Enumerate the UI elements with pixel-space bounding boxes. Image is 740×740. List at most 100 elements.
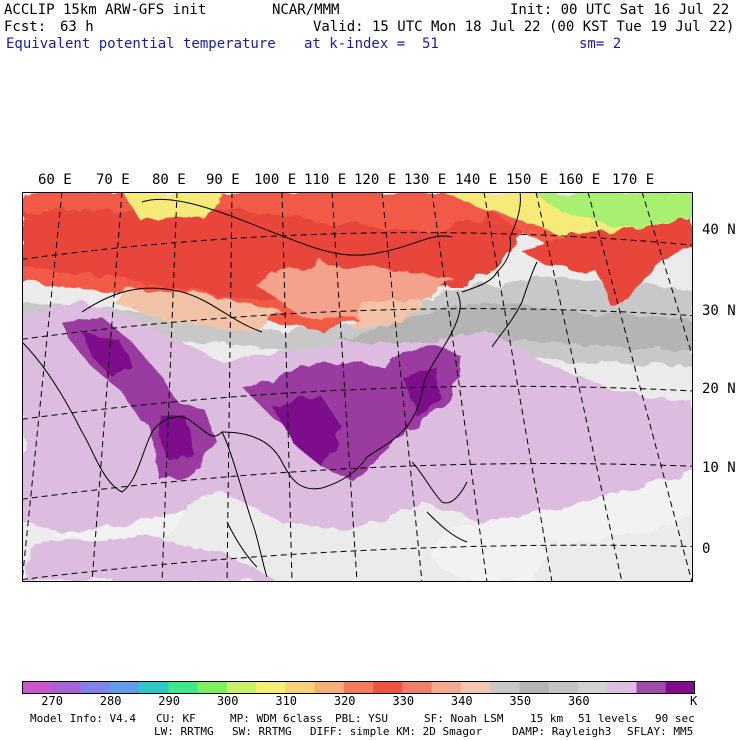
grey-band <box>22 277 693 367</box>
lon-label: 60 E <box>38 172 72 188</box>
colorbar <box>22 681 695 694</box>
colorbar-swatch <box>402 681 433 694</box>
lat-label: 0 <box>702 541 711 557</box>
graticule-line <box>381 192 423 582</box>
colorbar-tick-label: 310 <box>275 694 298 708</box>
colorbar-swatch <box>636 681 667 694</box>
lat-label: 20 N <box>702 381 736 397</box>
colorbar-swatch <box>285 681 316 694</box>
colorbar-tick-label: 270 <box>41 694 63 708</box>
graticule-line <box>22 308 693 340</box>
org-name: NCAR/MMM <box>272 2 340 18</box>
colorbar-frame <box>22 681 695 694</box>
graticule-line <box>22 544 693 581</box>
colorbar-swatch <box>314 681 345 694</box>
footer-cu: CU: KF <box>156 712 196 725</box>
green-region <box>532 192 693 227</box>
graticule-line <box>431 192 488 582</box>
colorbar-swatch <box>80 681 111 694</box>
graticule-line <box>226 192 233 582</box>
graticule-line <box>161 192 178 582</box>
lon-label: 100 E <box>254 172 297 188</box>
colorbar-tick-label: 360 <box>567 694 590 708</box>
colorbar-swatch <box>460 681 491 694</box>
init-time: Init: 00 UTC Sat 16 Jul 22 <box>510 2 730 18</box>
colorbar-swatch <box>519 681 550 694</box>
field-name: Equivalent potential temperature <box>6 36 276 52</box>
coastline <box>461 192 521 293</box>
colorbar-swatch <box>343 681 374 694</box>
lon-label: 140 E <box>455 172 498 188</box>
lat-label: 10 N <box>702 460 736 476</box>
lon-label: 90 E <box>206 172 240 188</box>
colorbar-swatch <box>431 681 462 694</box>
peach-region <box>352 300 422 330</box>
graticule-line <box>535 192 623 582</box>
graticule-line <box>331 192 358 582</box>
footer-sw: SW: RRTMG <box>232 725 292 738</box>
yellow-region <box>122 192 222 222</box>
footer-sflay: SFLAY: MM5 <box>627 725 694 738</box>
lat-label: 40 N <box>702 222 736 238</box>
model-title: ACCLIP 15km ARW-GFS init <box>4 2 207 18</box>
colorbar-swatch <box>577 681 608 694</box>
lat-label: 30 N <box>702 303 736 319</box>
colorbar-swatch <box>197 681 228 694</box>
footer-diff: DIFF: simple KM: 2D Smagor <box>310 725 483 738</box>
graticule-line <box>281 192 293 582</box>
colorbar-swatch <box>109 681 140 694</box>
coastline <box>491 261 538 348</box>
footer-levels: 51 levels <box>578 712 638 725</box>
colorbar-tick-label: 340 <box>450 694 473 708</box>
theta-e-map <box>22 192 693 582</box>
lon-label: 170 E <box>612 172 655 188</box>
lon-label: 150 E <box>506 172 549 188</box>
footer-model-info: Model Info: V4.4 <box>30 712 136 725</box>
colorbar-swatch <box>139 681 169 694</box>
fcst-label: Fcst: <box>4 19 47 35</box>
peach-region <box>112 287 282 332</box>
level-index: at k-index = 51 <box>304 36 439 52</box>
graticule-line <box>22 232 693 260</box>
colorbar-swatch <box>168 681 198 694</box>
graticule-line <box>22 192 63 582</box>
graticule-line <box>91 192 123 582</box>
coastline <box>221 291 461 490</box>
footer-resolution: 15 km <box>530 712 564 725</box>
valid-time: Valid: 15 UTC Mon 18 Jul 22 (00 KST Tue … <box>313 19 735 35</box>
colorbar-tick-label: 350 <box>509 694 532 708</box>
footer-timestep: 90 sec <box>655 712 695 725</box>
coastline <box>226 521 258 568</box>
lon-label: 110 E <box>304 172 347 188</box>
graticule-line <box>587 192 693 582</box>
graticule <box>22 192 693 582</box>
lon-label: 130 E <box>404 172 447 188</box>
footer-sf: SF: Noah LSM <box>424 712 504 725</box>
colorbar-tick-label: 330 <box>392 694 415 708</box>
lon-label: 120 E <box>354 172 397 188</box>
colorbar-swatch <box>22 681 52 694</box>
lon-label: 70 E <box>96 172 130 188</box>
smoothing: sm= 2 <box>579 36 622 52</box>
coastline <box>426 511 468 543</box>
colorbar-tick-label: 290 <box>158 694 180 708</box>
graticule-line <box>22 385 693 420</box>
ocean-light-patch <box>432 522 552 582</box>
colorbar-swatch <box>226 681 257 694</box>
dark-purple-core <box>82 332 132 377</box>
dark-purple-core <box>157 412 192 462</box>
coastlines <box>22 192 538 578</box>
coastline <box>141 198 453 256</box>
lon-label: 160 E <box>558 172 601 188</box>
graticule-line <box>483 192 553 582</box>
colorbar-swatch <box>490 681 520 694</box>
colorbar-swatch <box>51 681 81 694</box>
colorbar-tick-label: 320 <box>333 694 356 708</box>
map-frame <box>22 192 693 582</box>
colorbar-tick-label: 300 <box>216 694 239 708</box>
fcst-value: 63 h <box>60 19 94 35</box>
graticule-line <box>22 463 693 500</box>
colorbar-swatch <box>548 681 579 694</box>
coastline <box>22 341 268 578</box>
lon-label: 80 E <box>152 172 186 188</box>
